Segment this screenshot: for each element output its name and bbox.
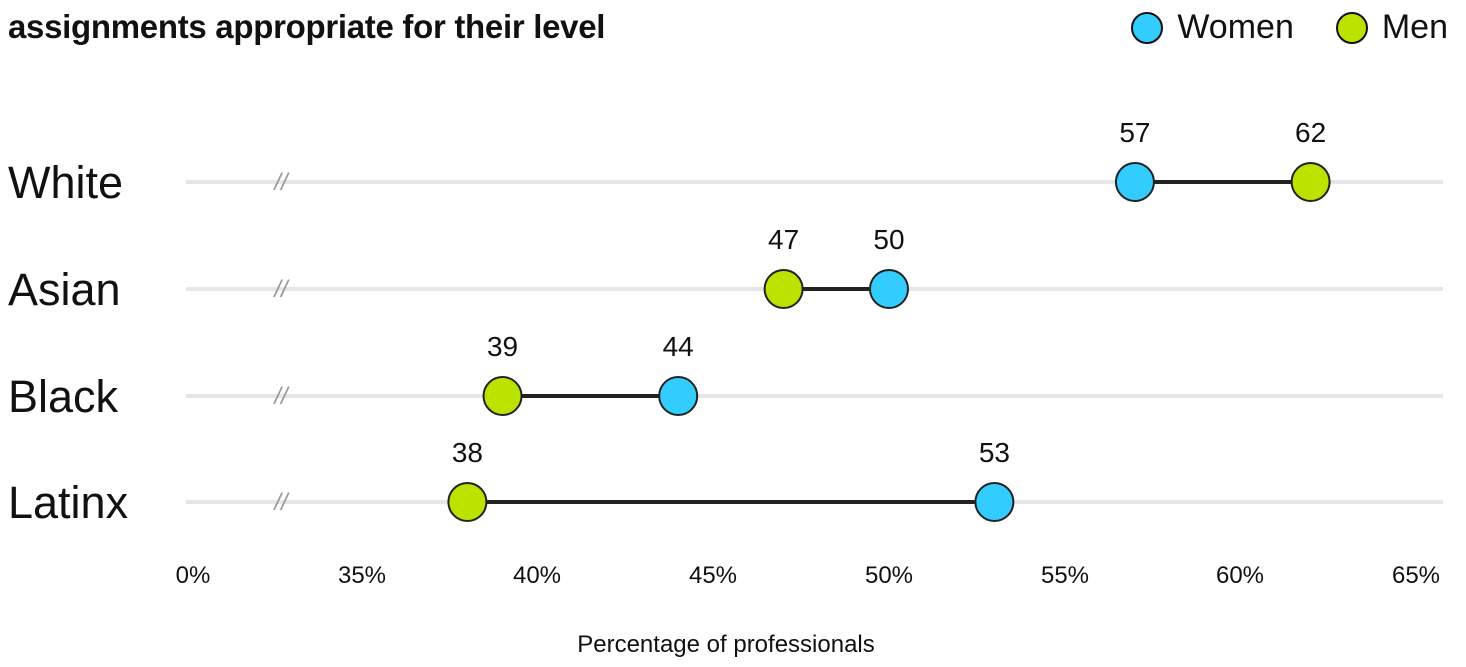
dot-black-men <box>482 376 523 416</box>
value-label-asian-men: 47 <box>768 224 799 255</box>
dot-black-women <box>658 376 699 416</box>
x-tick-label: 65% <box>1392 562 1440 589</box>
value-label-black-men: 39 <box>487 331 518 362</box>
dot-asian-men <box>763 269 804 309</box>
x-tick-label: 35% <box>338 562 386 589</box>
chart-title: assignments appropriate for their level <box>8 8 606 45</box>
value-label-asian-women: 50 <box>873 224 904 255</box>
value-label-white-women: 57 <box>1119 117 1150 148</box>
legend-swatch-women <box>1131 11 1164 44</box>
x-tick-label: 50% <box>865 562 913 589</box>
legend-label-women: Women <box>1177 8 1294 46</box>
row-label-asian: Asian <box>8 264 121 315</box>
x-tick-label: 40% <box>513 562 561 589</box>
legend: Women Men <box>1089 8 1448 47</box>
axis-break-asian: // <box>272 276 290 303</box>
value-label-latinx-men: 38 <box>452 437 483 468</box>
x-tick-label: 55% <box>1041 562 1089 589</box>
legend-item-men: Men <box>1335 8 1448 47</box>
value-label-white-men: 62 <box>1295 117 1326 148</box>
row-label-black: Black <box>8 371 119 422</box>
axis-break-white: // <box>272 169 290 196</box>
x-axis-title: Percentage of professionals <box>577 631 875 658</box>
axis-break-latinx: // <box>272 489 290 516</box>
dot-latinx-men <box>447 482 488 522</box>
x-tick-label: 0% <box>176 562 211 589</box>
legend-item-women: Women <box>1131 8 1294 47</box>
x-tick-label: 45% <box>689 562 737 589</box>
dot-white-women <box>1114 162 1155 202</box>
axis-break-black: // <box>272 383 290 410</box>
dot-white-men <box>1290 162 1331 202</box>
legend-label-men: Men <box>1381 8 1448 46</box>
legend-swatch-men <box>1335 11 1368 44</box>
value-label-latinx-women: 53 <box>979 437 1010 468</box>
row-label-latinx: Latinx <box>8 477 129 528</box>
dot-latinx-women <box>974 482 1015 522</box>
value-label-black-women: 44 <box>663 331 694 362</box>
row-label-white: White <box>8 157 123 208</box>
dot-asian-women <box>869 269 909 309</box>
x-tick-label: 60% <box>1216 562 1264 589</box>
